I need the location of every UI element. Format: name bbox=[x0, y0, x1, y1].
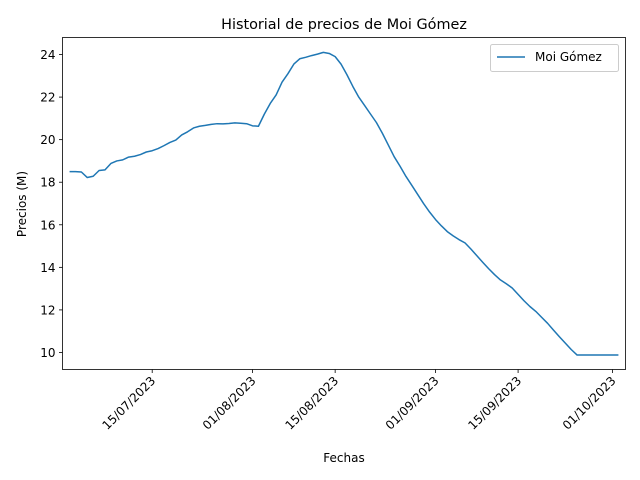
y-axis-label: Precios (M) bbox=[15, 171, 29, 237]
x-tick-label: 15/09/2023 bbox=[465, 374, 524, 433]
x-tick-label: 01/10/2023 bbox=[560, 374, 619, 433]
y-tick-label: 20 bbox=[40, 133, 55, 147]
y-axis: 10 12 14 16 18 20 22 24 bbox=[40, 48, 63, 360]
y-tick-label: 24 bbox=[40, 48, 55, 62]
y-tick-label: 18 bbox=[40, 176, 55, 190]
y-tick-label: 22 bbox=[40, 91, 55, 105]
x-axis-label: Fechas bbox=[323, 451, 364, 465]
series-layer bbox=[69, 51, 619, 356]
x-tick-label: 15/07/2023 bbox=[100, 374, 159, 433]
series-line-moi-gomez bbox=[69, 51, 619, 356]
y-tick-label: 16 bbox=[40, 218, 55, 232]
legend: Moi Gómez bbox=[490, 44, 619, 72]
legend-entry-label: Moi Gómez bbox=[535, 50, 602, 64]
y-tick-label: 14 bbox=[40, 261, 55, 275]
y-tick-label: 10 bbox=[40, 346, 55, 360]
legend-box bbox=[490, 44, 619, 72]
y-tick-label: 12 bbox=[40, 303, 55, 317]
chart-title: Historial de precios de Moi Gómez bbox=[221, 17, 467, 33]
x-tick-label: 01/09/2023 bbox=[383, 374, 442, 433]
plot-area bbox=[62, 37, 626, 370]
x-axis: 15/07/2023 01/08/2023 15/08/2023 01/09/2023… bbox=[100, 369, 619, 433]
x-tick-label: 01/08/2023 bbox=[200, 374, 259, 433]
x-tick-label: 15/08/2023 bbox=[282, 374, 341, 433]
